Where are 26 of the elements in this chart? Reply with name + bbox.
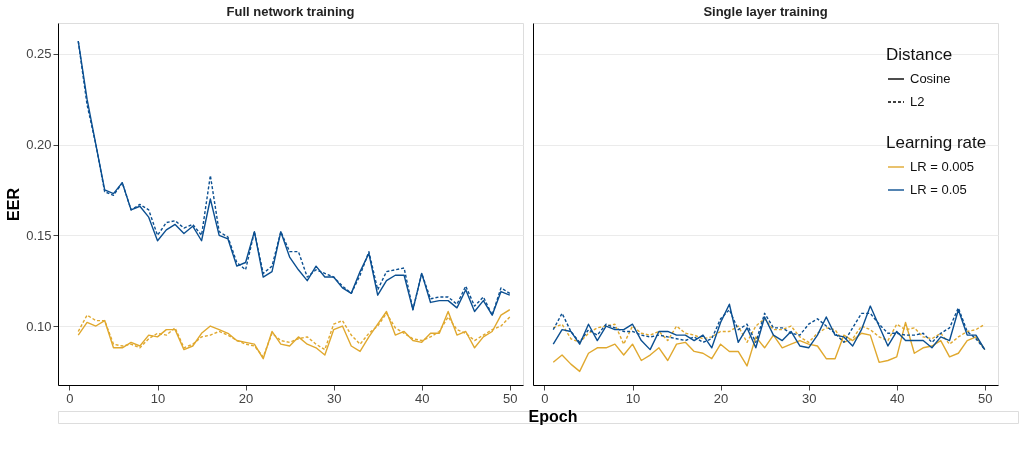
x-tick-label: 30 (326, 390, 342, 406)
chart-title: Full network training (226, 4, 355, 19)
chart-title: Single layer training (703, 4, 828, 19)
annotation: L2 (910, 94, 925, 109)
x-tick-label: 30 (801, 390, 817, 406)
x-tick-label: 50 (503, 390, 518, 406)
x-tick-label: 0 (541, 390, 549, 406)
y-tick-label: 0.10 (26, 318, 52, 334)
y-tick-label: 0.25 (26, 46, 52, 62)
x-tick-label: 10 (150, 390, 166, 406)
legend-title: Learning rate (886, 133, 987, 152)
x-tick-label: 50 (978, 390, 993, 406)
annotation: Cosine (910, 71, 951, 86)
y-tick-label: 0.20 (26, 137, 52, 153)
annotation: Distance (886, 45, 953, 64)
x-tick-label: 40 (889, 390, 905, 406)
x-tick-label: 20 (713, 390, 729, 406)
legend-label: LR = 0.05 (910, 182, 967, 197)
x-tick-label: 40 (414, 390, 430, 406)
y-tick-label: 0.15 (26, 227, 52, 243)
x-tick-label: 0 (66, 390, 74, 406)
x-tick-label: 10 (625, 390, 641, 406)
legend-label: LR = 0.005 (910, 159, 974, 174)
x-tick-label: 20 (238, 390, 254, 406)
x-axis-title: Epoch (528, 408, 578, 425)
y-axis-title: EER (5, 187, 23, 221)
